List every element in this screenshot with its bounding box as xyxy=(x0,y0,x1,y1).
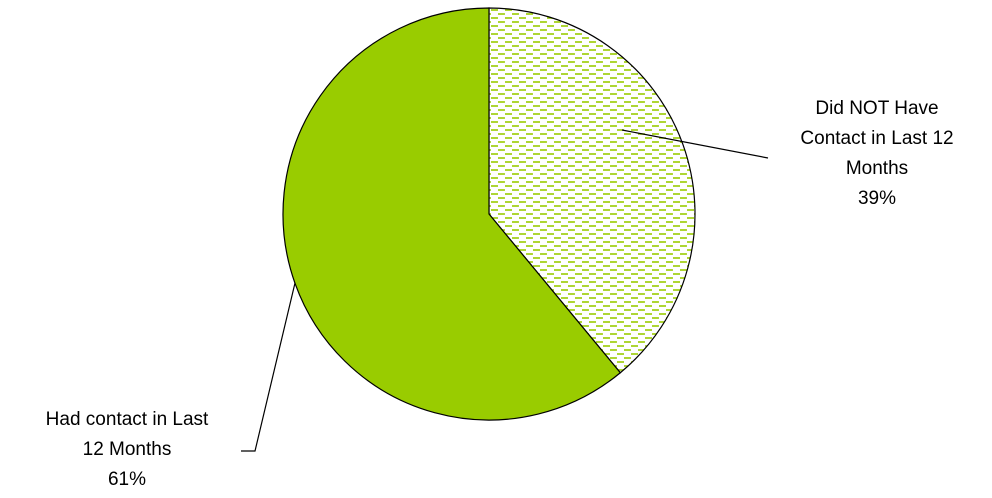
leader-line-2 xyxy=(241,282,296,452)
slice-labels: Did NOT Have Contact in Last 12 Months 39% H… xyxy=(46,98,954,490)
slice-label-line: Did NOT Have xyxy=(815,98,938,119)
slice-label-line: Contact in Last 12 xyxy=(800,128,953,149)
slice-label-line: Months xyxy=(846,158,908,179)
slice-percent-label: 39% xyxy=(858,188,896,209)
pie-slices xyxy=(282,7,696,421)
leader-lines xyxy=(241,129,769,452)
pie-slice-1 xyxy=(488,7,696,374)
slice-label-1: Did NOT Have Contact in Last 12 Months 39% xyxy=(800,98,953,209)
slice-label-line: 12 Months xyxy=(83,439,172,460)
slice-label-line: Had contact in Last xyxy=(46,409,209,430)
slice-percent-label: 61% xyxy=(108,469,146,490)
leader-line-1 xyxy=(621,129,769,159)
slice-label-2: Had contact in Last 12 Months 61% xyxy=(46,409,209,490)
